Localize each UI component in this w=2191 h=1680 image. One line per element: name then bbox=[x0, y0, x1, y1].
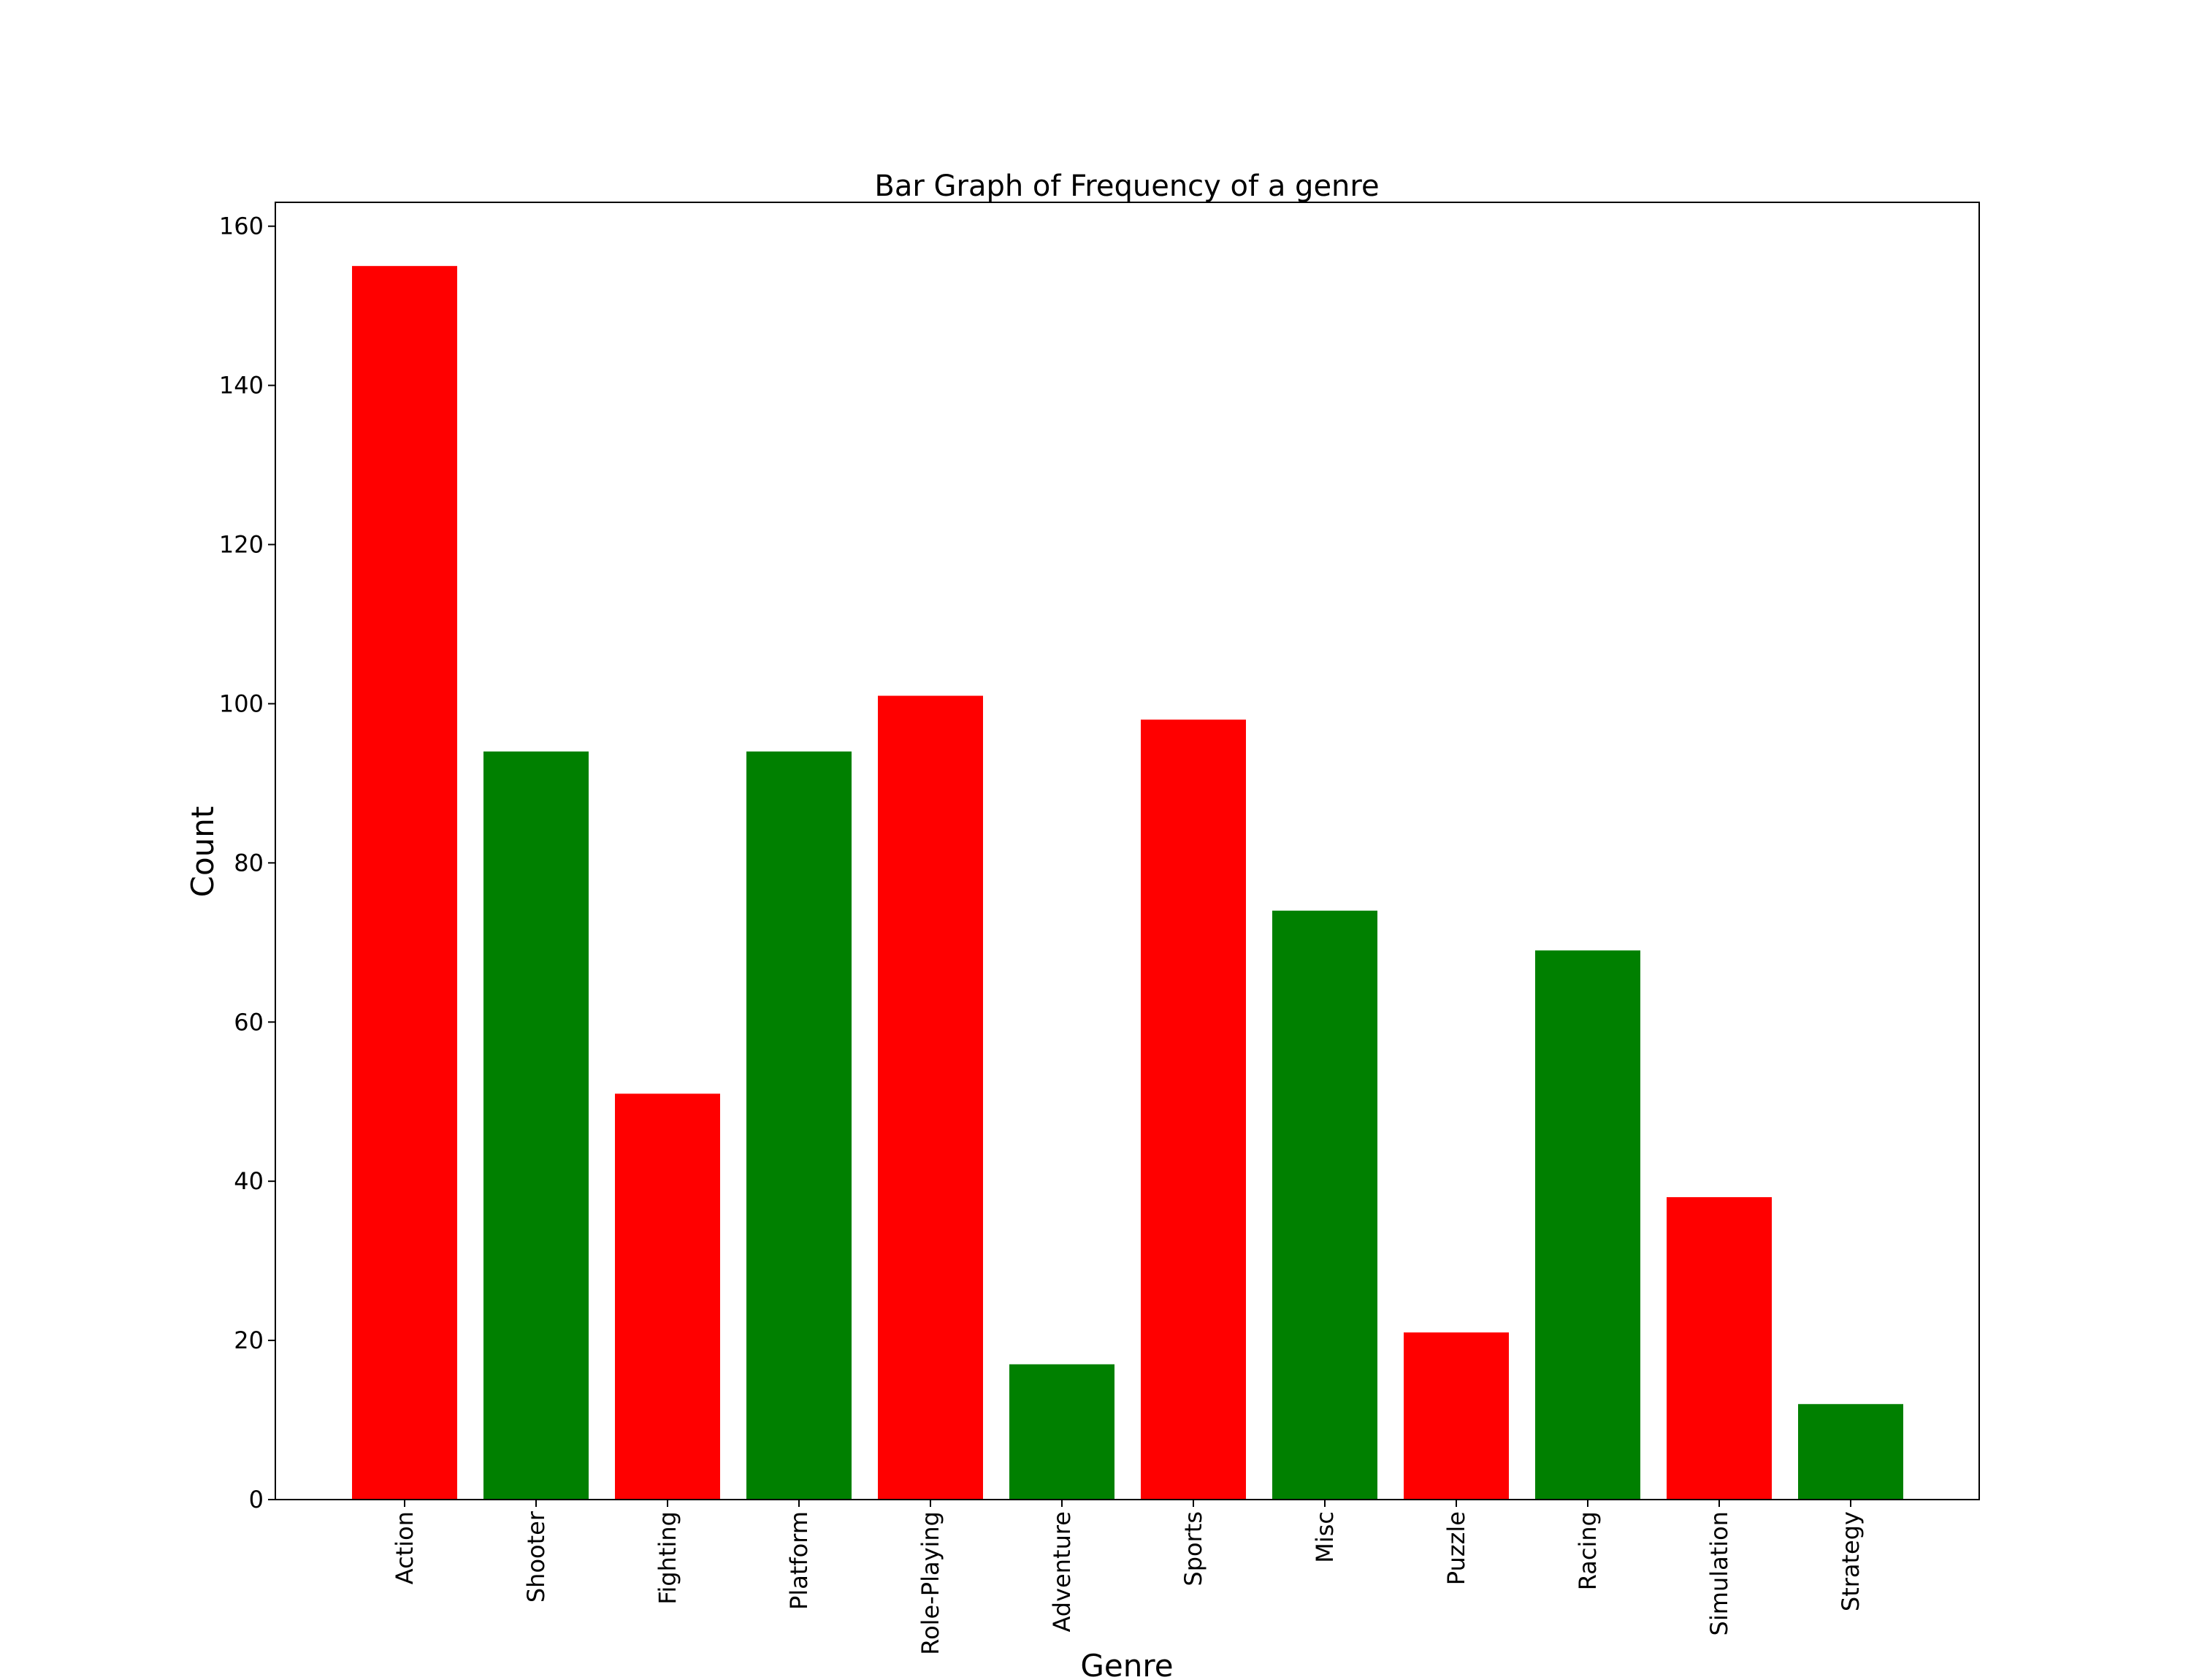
y-tick-label: 40 bbox=[234, 1167, 264, 1195]
x-tick-label: Misc bbox=[1311, 1511, 1339, 1563]
x-tick-label: Shooter bbox=[522, 1511, 550, 1603]
y-tick-label: 60 bbox=[234, 1008, 264, 1036]
chart-title: Bar Graph of Frequency of a genre bbox=[874, 169, 1379, 203]
bar-misc bbox=[1272, 910, 1377, 1500]
plot-frame bbox=[275, 202, 1980, 1500]
x-tick-label: Simulation bbox=[1705, 1511, 1733, 1635]
bar-adventure bbox=[1009, 1364, 1114, 1500]
x-tick-label: Puzzle bbox=[1442, 1511, 1470, 1585]
y-axis-ticks: 0 20 40 60 80 100 120 140 160 bbox=[219, 213, 275, 1513]
x-tick-label: Platform bbox=[785, 1511, 813, 1610]
bar-strategy bbox=[1798, 1404, 1903, 1500]
y-tick-label: 20 bbox=[234, 1326, 264, 1354]
bar-fighting bbox=[615, 1093, 720, 1500]
bar-role-playing bbox=[878, 695, 983, 1500]
x-tick-label: Role-Playing bbox=[917, 1511, 944, 1655]
x-tick-label: Adventure bbox=[1048, 1511, 1076, 1633]
y-tick-label: 140 bbox=[219, 372, 264, 400]
x-tick-label: Strategy bbox=[1837, 1511, 1865, 1611]
bar-platform bbox=[746, 751, 852, 1500]
x-axis-label: Genre bbox=[1080, 1648, 1173, 1680]
bars-group bbox=[352, 266, 1903, 1500]
x-tick-label: Action bbox=[391, 1511, 418, 1584]
bar-puzzle bbox=[1404, 1332, 1509, 1500]
y-tick-label: 80 bbox=[234, 849, 264, 877]
y-tick-label: 120 bbox=[219, 531, 264, 559]
y-tick-label: 0 bbox=[249, 1486, 264, 1513]
bar-simulation bbox=[1667, 1196, 1772, 1500]
x-tick-label: Racing bbox=[1574, 1511, 1602, 1590]
bar-action bbox=[352, 266, 457, 1500]
y-tick-label: 100 bbox=[219, 690, 264, 717]
bar-sports bbox=[1141, 719, 1246, 1500]
x-axis-ticks: Action Shooter Fighting Platform Role-Playin… bbox=[391, 1500, 1865, 1655]
x-tick-label: Sports bbox=[1179, 1511, 1207, 1587]
y-tick-label: 160 bbox=[219, 213, 264, 240]
x-tick-label: Fighting bbox=[654, 1511, 681, 1605]
bar-shooter bbox=[483, 751, 589, 1500]
bar-racing bbox=[1535, 950, 1640, 1500]
y-axis-label: Count bbox=[185, 806, 221, 898]
